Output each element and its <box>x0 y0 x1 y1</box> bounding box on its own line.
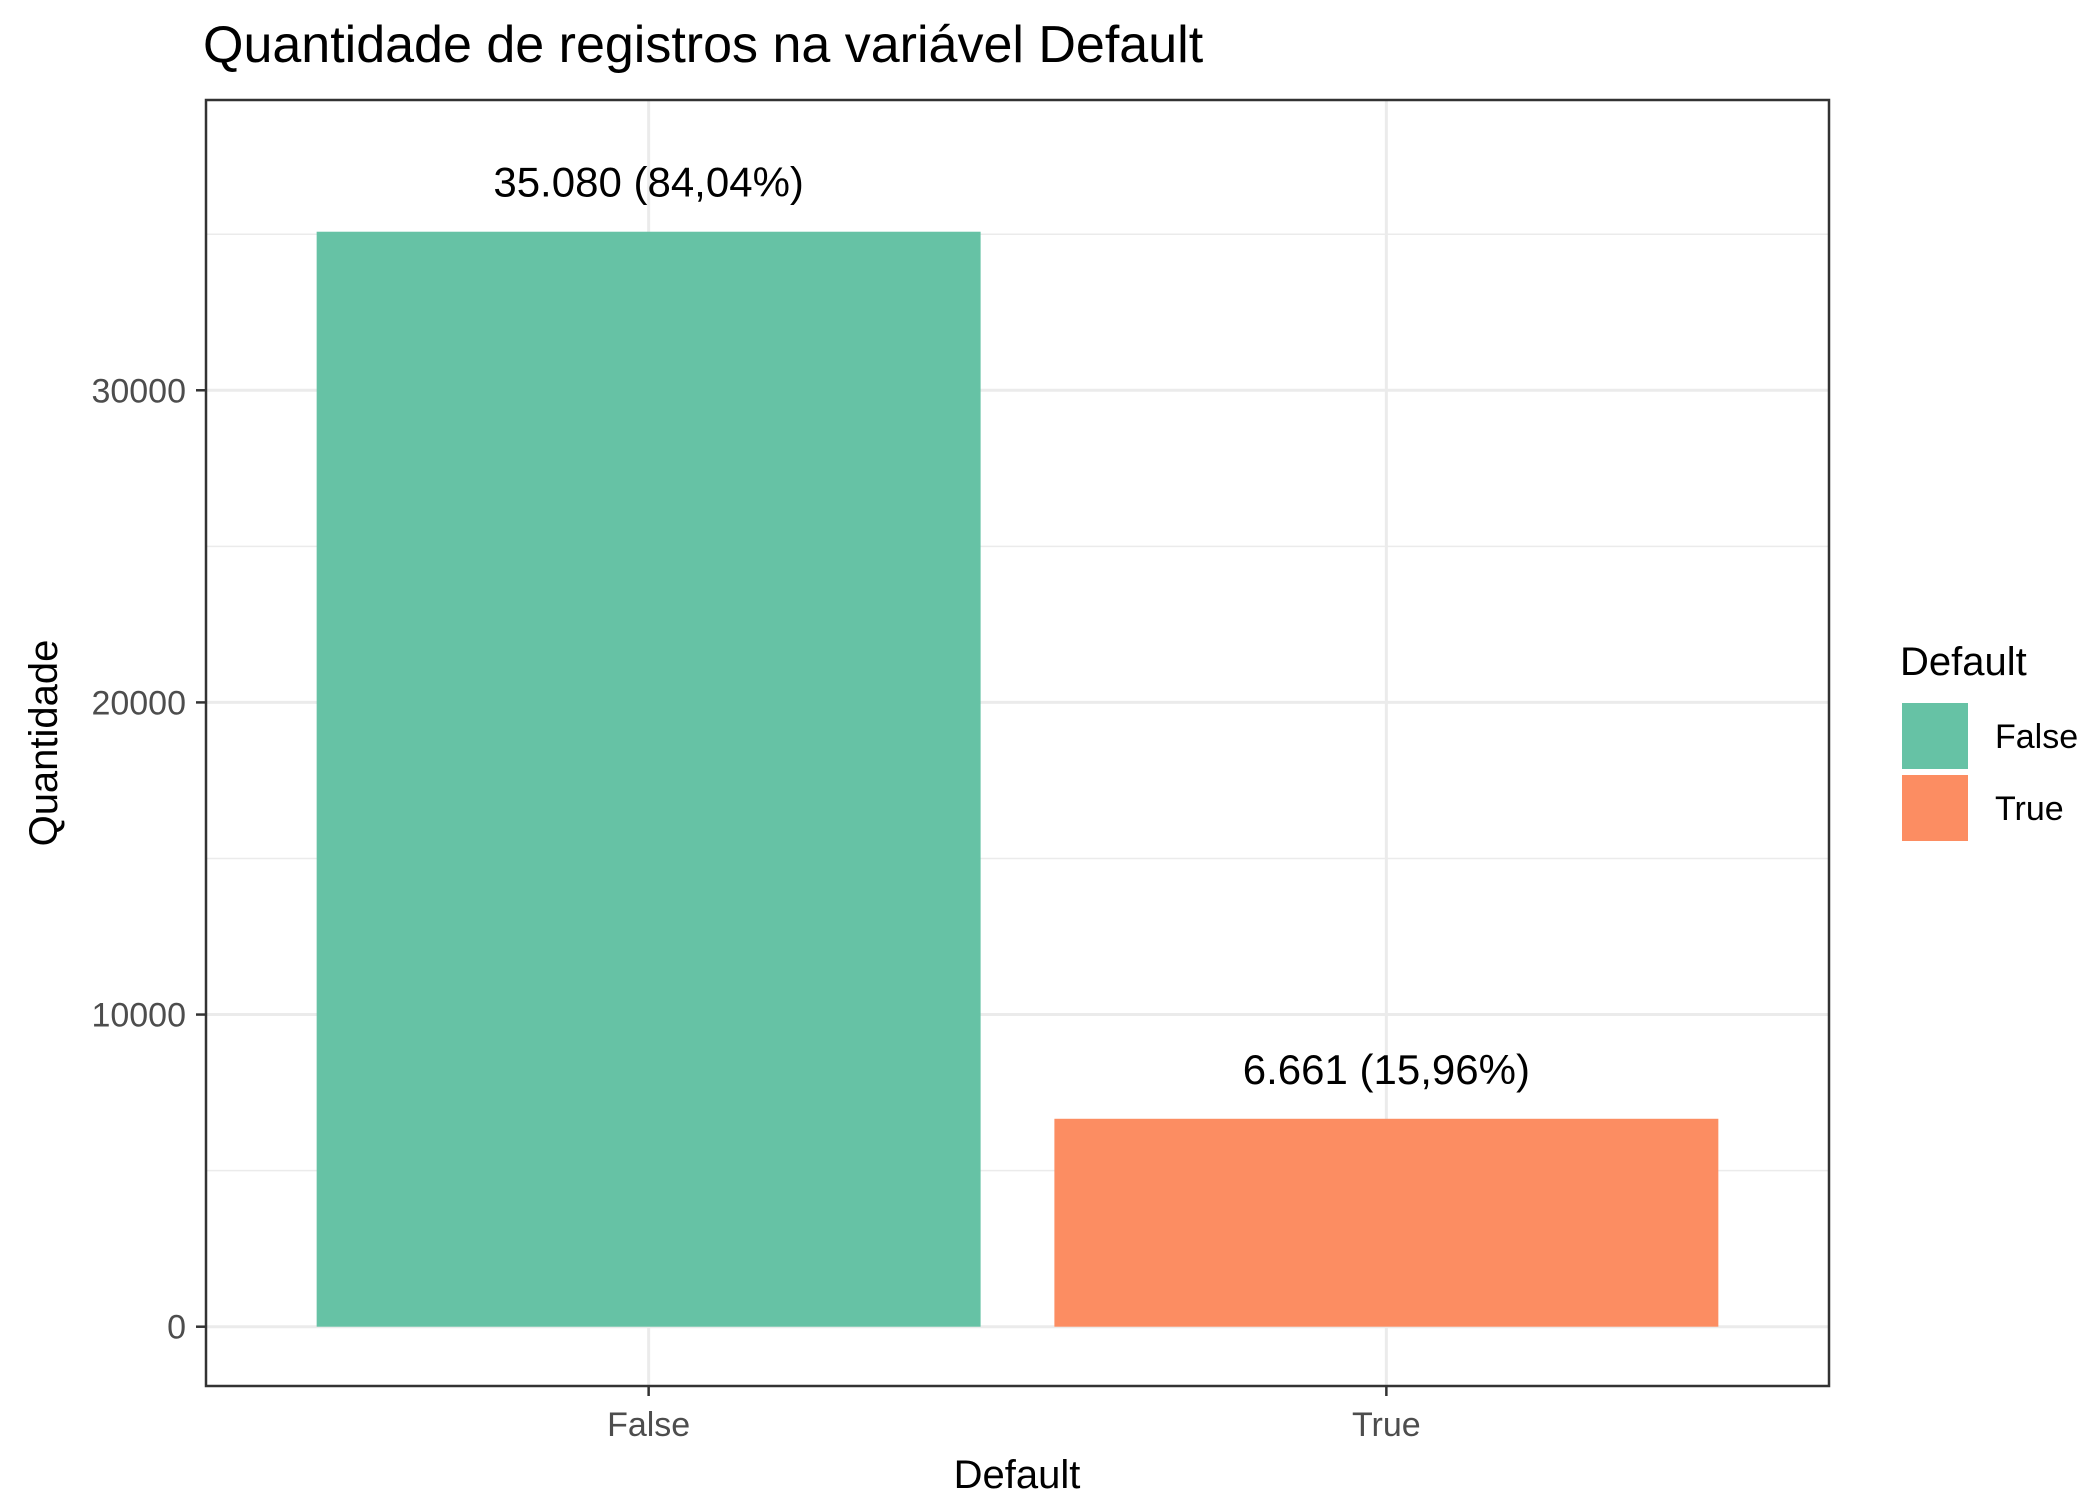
x-tick-label: True <box>1352 1406 1421 1444</box>
y-axis: 0 10000 20000 30000 <box>91 372 206 1347</box>
legend-label-false: False <box>1995 718 2078 756</box>
data-label-false: 35.080 (84,04%) <box>493 159 804 206</box>
y-tick-label: 0 <box>167 1309 186 1347</box>
legend: Default False True <box>1900 640 2078 841</box>
y-tick-label: 30000 <box>91 372 186 410</box>
bar-data-labels: 35.080 (84,04%) 6.661 (15,96%) <box>493 159 1530 1093</box>
y-tick-label: 10000 <box>91 997 186 1035</box>
y-axis-title: Quantidade <box>22 640 66 847</box>
bar-false <box>316 231 981 1327</box>
y-tick-label: 20000 <box>91 684 186 722</box>
x-tick-label: False <box>607 1406 690 1444</box>
plot-border <box>204 98 1831 1388</box>
x-axis: False True <box>607 1386 1421 1444</box>
legend-key-false <box>1902 703 1968 769</box>
legend-title: Default <box>1900 640 2027 684</box>
x-axis-title: Default <box>954 1453 1081 1497</box>
data-label-true: 6.661 (15,96%) <box>1243 1046 1530 1093</box>
bar-true <box>1054 1118 1719 1327</box>
legend-label-true: True <box>1995 790 2064 828</box>
bars <box>316 231 1719 1327</box>
legend-key-true <box>1902 775 1968 841</box>
chart-title: Quantidade de registros na variável Defa… <box>203 16 1204 74</box>
